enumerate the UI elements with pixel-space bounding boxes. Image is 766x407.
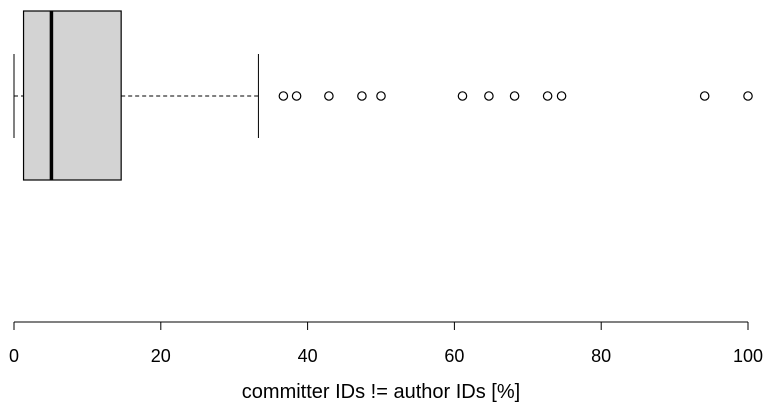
x-tick-label: 80	[591, 346, 611, 366]
outlier-point	[542, 91, 553, 101]
outlier-point	[699, 91, 710, 101]
iqr-box	[22, 10, 122, 181]
x-tick-label: 60	[444, 346, 464, 366]
box-layer	[13, 10, 259, 181]
outlier-point	[743, 91, 753, 101]
outlier-point	[357, 91, 367, 101]
x-tick-label: 0	[9, 346, 19, 366]
x-axis-title: committer IDs != author IDs [%]	[242, 381, 520, 403]
outlier-point	[278, 91, 289, 101]
outlier-point	[509, 91, 520, 101]
outlier-point	[376, 91, 386, 101]
outlier-point	[457, 91, 468, 101]
x-tick-label: 40	[298, 346, 318, 366]
outlier-point	[484, 91, 494, 101]
outlier-point	[324, 91, 334, 101]
outlier-point	[556, 91, 567, 101]
x-axis: 0 20 40 60 80 100	[9, 321, 763, 366]
x-tick-label: 100	[733, 346, 763, 366]
outlier-layer	[278, 91, 753, 101]
outlier-point	[291, 91, 302, 101]
x-tick-label: 20	[151, 346, 171, 366]
